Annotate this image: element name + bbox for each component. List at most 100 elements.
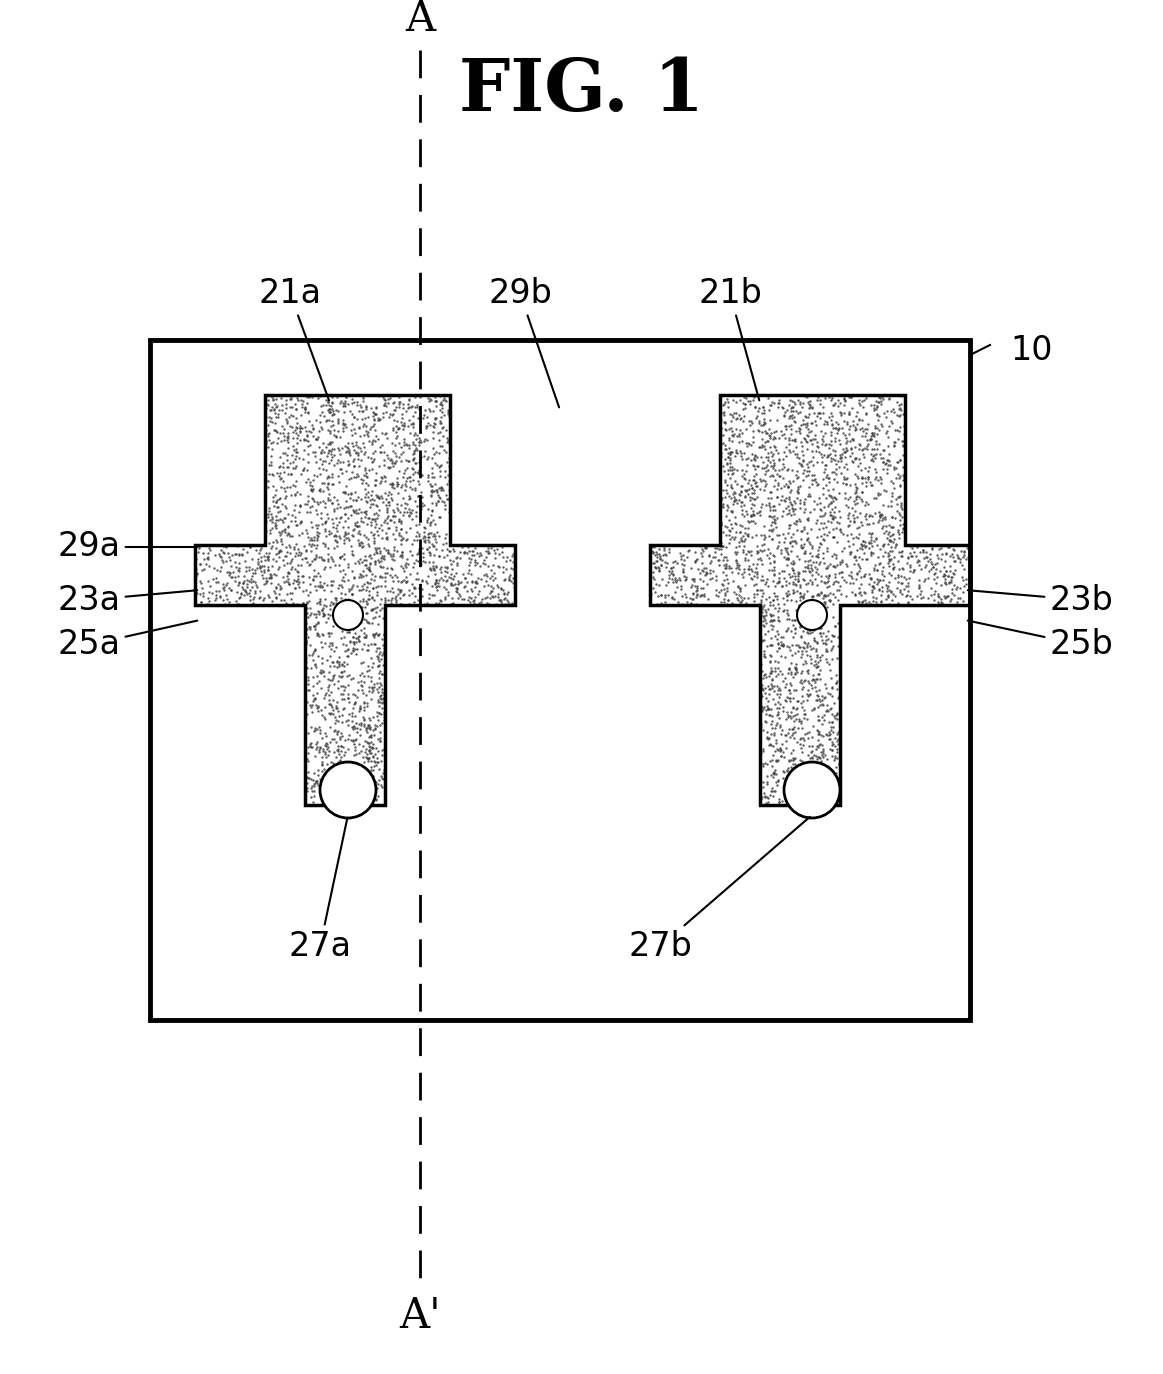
Point — [193, 583, 212, 605]
Point — [280, 581, 299, 603]
Point — [278, 411, 297, 433]
Point — [786, 565, 805, 587]
Point — [365, 510, 384, 532]
Point — [812, 444, 830, 466]
Point — [315, 588, 334, 610]
Point — [255, 561, 273, 583]
Point — [802, 756, 821, 778]
Point — [818, 576, 836, 598]
Point — [884, 558, 902, 580]
Point — [335, 436, 354, 458]
Point — [297, 741, 315, 763]
Point — [754, 753, 772, 775]
Point — [799, 550, 818, 572]
Point — [812, 724, 830, 746]
Point — [959, 566, 978, 588]
Point — [820, 712, 839, 734]
Point — [347, 627, 365, 649]
Point — [333, 758, 351, 780]
Point — [909, 554, 928, 576]
Point — [916, 554, 935, 576]
Point — [847, 447, 865, 469]
Point — [879, 543, 898, 565]
Point — [740, 558, 758, 580]
Point — [823, 518, 842, 540]
Point — [839, 496, 857, 518]
Point — [433, 477, 451, 499]
Point — [791, 497, 809, 519]
Point — [828, 627, 847, 649]
Point — [729, 489, 748, 511]
Point — [752, 470, 771, 492]
Point — [358, 717, 377, 739]
Point — [864, 587, 883, 609]
Point — [278, 427, 297, 449]
Point — [684, 588, 702, 610]
Point — [344, 716, 363, 738]
Point — [291, 493, 309, 515]
Point — [371, 687, 390, 709]
Point — [769, 657, 787, 679]
Point — [337, 475, 356, 497]
Point — [491, 589, 509, 611]
Point — [786, 698, 805, 720]
Point — [355, 548, 373, 570]
Point — [369, 408, 387, 430]
Point — [192, 572, 211, 594]
Point — [250, 541, 269, 563]
Point — [762, 644, 780, 666]
Point — [374, 706, 393, 728]
Point — [697, 537, 715, 559]
Point — [764, 745, 783, 767]
Point — [336, 491, 355, 513]
Point — [398, 400, 416, 422]
Point — [207, 570, 226, 592]
Point — [792, 709, 811, 731]
Point — [261, 543, 279, 565]
Point — [314, 605, 333, 627]
Point — [723, 463, 742, 485]
Point — [765, 657, 784, 679]
Point — [404, 458, 422, 480]
Point — [392, 578, 411, 600]
Point — [820, 721, 839, 743]
Point — [345, 730, 364, 752]
Point — [666, 569, 685, 591]
Point — [317, 649, 336, 671]
Point — [364, 489, 383, 511]
Point — [868, 462, 886, 484]
Point — [936, 569, 955, 591]
Point — [305, 614, 323, 636]
Point — [757, 666, 776, 688]
Point — [371, 727, 390, 749]
Point — [395, 414, 414, 436]
Point — [871, 442, 890, 464]
Point — [820, 470, 839, 492]
Point — [323, 492, 342, 514]
Point — [421, 559, 440, 581]
Point — [216, 594, 235, 616]
Point — [771, 633, 790, 655]
Point — [336, 503, 355, 525]
Point — [943, 537, 962, 559]
Point — [237, 576, 256, 598]
Point — [950, 551, 969, 573]
Point — [890, 398, 908, 420]
Point — [780, 517, 799, 539]
Point — [732, 481, 750, 503]
Point — [756, 573, 775, 595]
Point — [371, 775, 390, 797]
Point — [341, 614, 359, 636]
Point — [348, 721, 366, 743]
Point — [394, 486, 413, 508]
Point — [747, 523, 765, 545]
Point — [786, 609, 805, 631]
Point — [794, 620, 813, 642]
Point — [349, 486, 368, 508]
Point — [872, 414, 891, 436]
Point — [295, 662, 314, 684]
Point — [784, 705, 802, 727]
Point — [371, 642, 390, 664]
Point — [789, 518, 807, 540]
Point — [878, 577, 897, 599]
